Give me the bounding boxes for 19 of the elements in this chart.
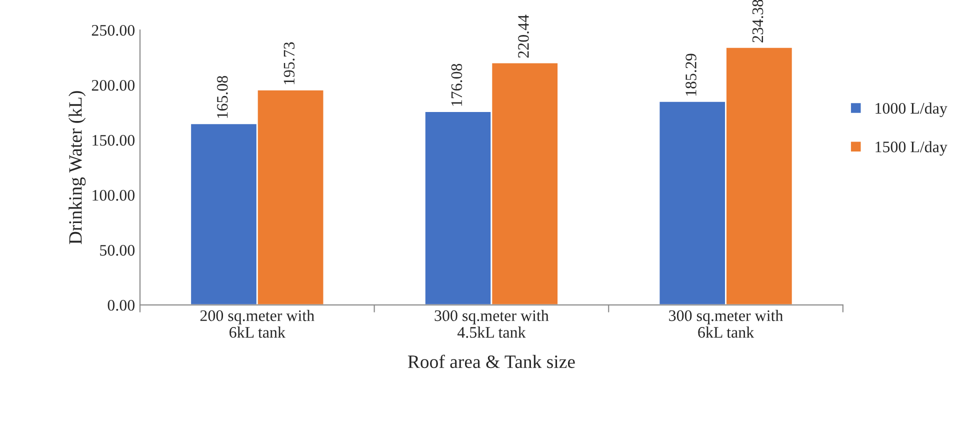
data-label: 165.08 [216,76,228,118]
data-label: 220.44 [518,14,529,58]
legend-label: 1500 L/day [876,141,948,156]
y-tick-label: 250.00 [92,24,135,36]
x-axis-title: Roof area & Tank size [408,354,575,368]
y-tick-label: 200.00 [92,80,135,91]
y-tick-label: 0.00 [108,300,135,311]
x-tick-label: 300 sq.meter with 6kL tank [669,310,783,338]
y-tick-label: 150.00 [92,134,135,146]
data-label: 185.29 [686,54,696,96]
x-tick-label: 200 sq.meter with 6kL tank [200,310,314,338]
legend-label: 1000 L/day [876,102,948,118]
x-tick-label: 300 sq.meter with 4.5kL tank [434,310,549,338]
data-label: 195.73 [284,42,295,84]
y-tick-label: 50.00 [100,244,135,256]
data-label: 234.38 [752,0,764,42]
y-tick-label: 100.00 [92,190,135,201]
y-axis-title: Drinking Water (kL) [68,91,86,244]
data-label: 176.08 [451,64,462,106]
